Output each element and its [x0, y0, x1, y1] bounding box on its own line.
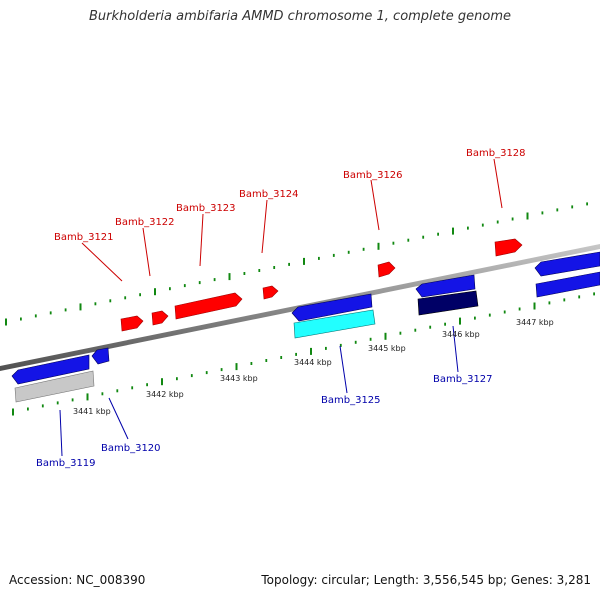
gene-label-bamb-3122[interactable]: Bamb_3122: [115, 217, 175, 228]
gene-bamb-3123-feature[interactable]: [151, 310, 169, 326]
scale-label-3446: 3446 kbp: [442, 330, 480, 339]
gene-bamb-3126-feature[interactable]: [377, 261, 396, 278]
scale-label-3443: 3443 kbp: [220, 374, 258, 383]
reverse-callout-lines: [59, 325, 459, 457]
genome-summary-text: Topology: circular; Length: 3,556,545 bp…: [261, 573, 591, 587]
reverse-gene-labels: Bamb_3119 Bamb_3120 Bamb_3125 Bamb_3127: [36, 374, 493, 469]
gene-bamb-3120-feature[interactable]: [91, 347, 110, 365]
gene-label-bamb-3127[interactable]: Bamb_3127: [433, 374, 493, 385]
gene-bamb-3125-feature[interactable]: [291, 293, 373, 322]
gene-reverse-upper-right-feature[interactable]: [534, 251, 600, 277]
scale-label-3444: 3444 kbp: [294, 358, 332, 367]
gene-label-bamb-3123[interactable]: Bamb_3123: [176, 203, 236, 214]
map-title: Burkholderia ambifaria AMMD chromosome 1…: [88, 9, 512, 24]
scale-label-3442: 3442 kbp: [146, 390, 184, 399]
scale-labels: 3441 kbp 3442 kbp 3443 kbp 3444 kbp 3445…: [73, 318, 554, 416]
tick-row-upper: [5, 202, 588, 326]
reverse-strand-genes: [11, 251, 600, 385]
accession-text: Accession: NC_008390: [9, 573, 146, 587]
gene-bamb-3124-feature[interactable]: [174, 292, 243, 320]
scale-label-3445: 3445 kbp: [368, 344, 406, 353]
gene-bamb-3122-feature[interactable]: [120, 315, 144, 332]
scale-label-3447: 3447 kbp: [516, 318, 554, 327]
cds-navy[interactable]: [417, 290, 479, 316]
forward-strand-genes: [120, 238, 523, 332]
gene-label-bamb-3125[interactable]: Bamb_3125: [321, 395, 381, 406]
gene-label-bamb-3121[interactable]: Bamb_3121: [54, 232, 114, 243]
forward-callout-lines: [81, 158, 503, 282]
gene-label-bamb-3128[interactable]: Bamb_3128: [466, 148, 526, 159]
cds-cyan[interactable]: [293, 309, 376, 339]
gene-bamb-3128-feature[interactable]: [494, 238, 523, 257]
tick-row-lower: [12, 292, 595, 416]
gene-label-bamb-3126[interactable]: Bamb_3126: [343, 170, 403, 181]
gene-bamb-3121-feature[interactable]: [262, 285, 279, 300]
gene-label-bamb-3124[interactable]: Bamb_3124: [239, 189, 299, 200]
cds-grey[interactable]: [14, 370, 95, 403]
gene-bamb-3119-feature[interactable]: [11, 354, 90, 385]
gene-reverse-lower-right-feature[interactable]: [535, 271, 600, 298]
gene-label-bamb-3119[interactable]: Bamb_3119: [36, 458, 96, 469]
forward-gene-labels: Bamb_3121 Bamb_3122 Bamb_3123 Bamb_3124 …: [54, 148, 526, 243]
gene-label-bamb-3120[interactable]: Bamb_3120: [101, 443, 161, 454]
cds-features: [14, 290, 479, 403]
scale-label-3441: 3441 kbp: [73, 407, 111, 416]
gene-bamb-3127-feature[interactable]: [415, 274, 476, 298]
